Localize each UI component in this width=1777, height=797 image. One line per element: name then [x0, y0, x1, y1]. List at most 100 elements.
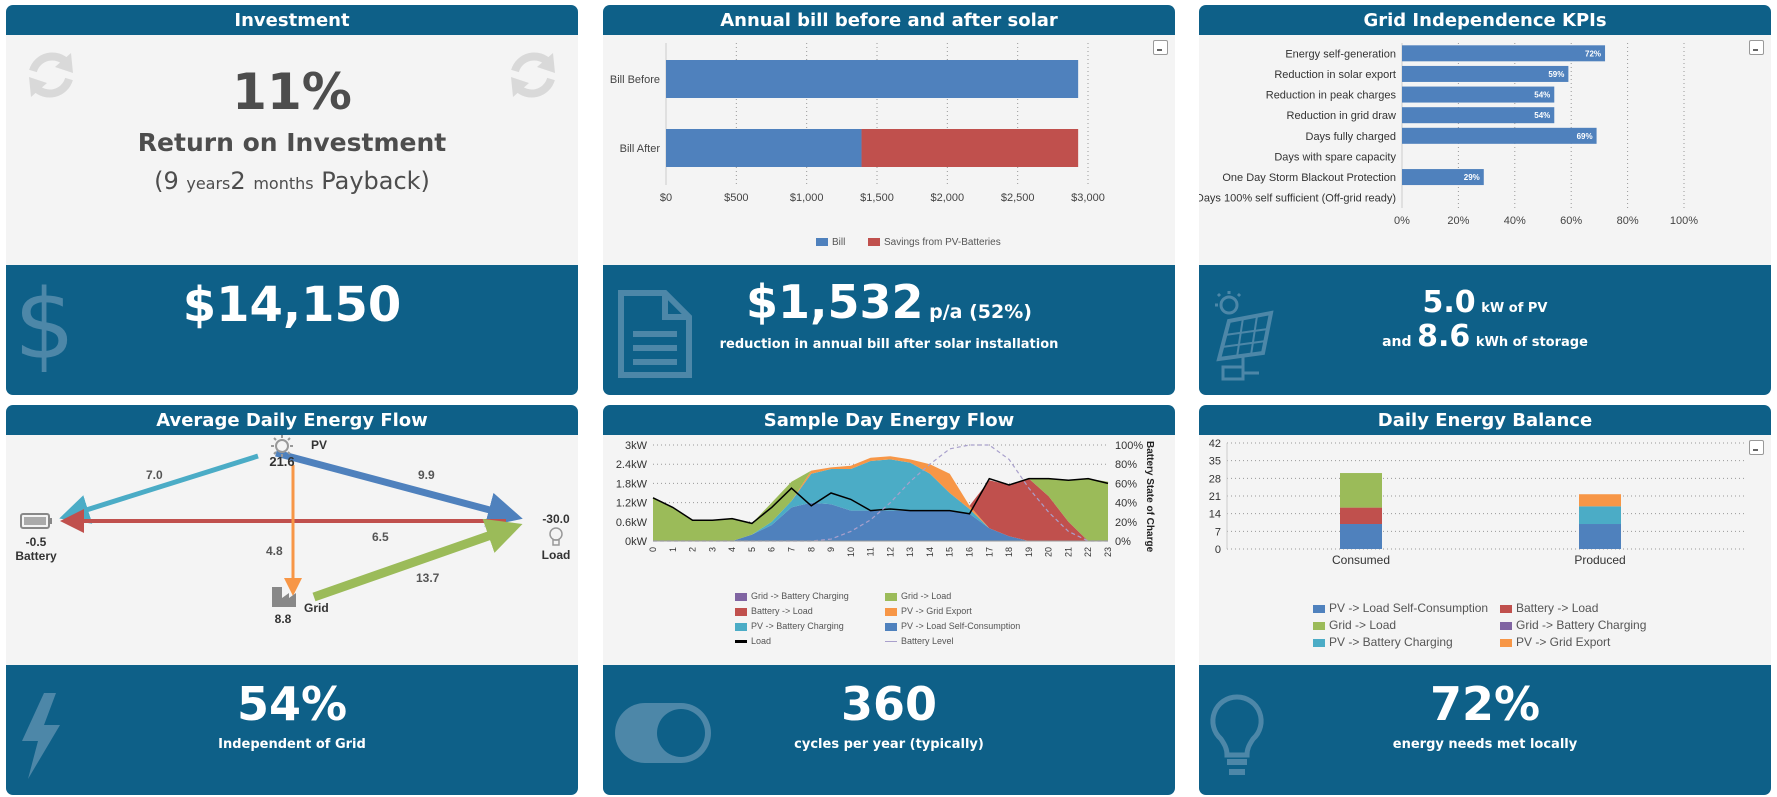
balance-bar[interactable]	[1579, 524, 1621, 549]
kpi-bar[interactable]	[1402, 45, 1606, 62]
legend-grid-battery[interactable]: Grid -> Battery Charging	[735, 591, 849, 601]
legend-battery-level[interactable]: Battery Level	[885, 636, 954, 646]
balance-category-label: Produced	[1574, 553, 1625, 567]
day-ylabel-right: Battery State of Charge	[1144, 441, 1155, 553]
day-xtick-label: 16	[965, 547, 975, 557]
kpi-category-label: One Day Storm Blackout Protection	[1222, 172, 1396, 184]
daily-flow-title: Average Daily Energy Flow	[6, 405, 578, 435]
day-xtick-label: 13	[905, 547, 915, 557]
independence-value: 54%	[236, 677, 348, 731]
day-xtick-label: 8	[806, 547, 816, 552]
day-area-series[interactable]	[653, 456, 1108, 541]
battery-node-label: Battery	[15, 549, 57, 563]
balance-bar[interactable]	[1340, 473, 1382, 508]
bill-xtick-label: $2,500	[1001, 192, 1035, 204]
load-node-value: -30.0	[542, 512, 570, 526]
bill-bar[interactable]	[666, 60, 1079, 98]
kpi-bar-label: 29%	[1464, 173, 1480, 182]
investment-title: Investment	[6, 5, 578, 35]
legend-battery-load[interactable]: Battery -> Load	[735, 606, 813, 616]
legend-pv-grid-export[interactable]: PV -> Grid Export	[885, 606, 972, 616]
flow-grid-load	[312, 518, 523, 602]
sample-day-chart: 0kW 0.6kW 1.2kW 1.8kW 2.4kW 3kW 0% 20% 40% 60% 80%…	[616, 440, 1155, 557]
balance-ytick-label: 42	[1209, 438, 1221, 450]
balance-ytick-label: 35	[1209, 456, 1221, 468]
legend-load[interactable]: Load	[735, 636, 771, 646]
legend-savings[interactable]: Savings from PV-Batteries	[868, 237, 1001, 248]
kpi-bar[interactable]	[1402, 86, 1555, 103]
storage-value: 8.6	[1417, 319, 1471, 354]
storage-and: and	[1382, 334, 1412, 350]
bill-reduction: $1,532 p/a (52%)	[603, 275, 1175, 329]
solar-panel-icon	[1215, 291, 1274, 381]
bill-category-label: Bill After	[620, 143, 661, 155]
legend-pv-grid-export[interactable]: PV -> Grid Export	[1500, 635, 1610, 649]
met-locally-value: 72%	[1429, 677, 1541, 731]
kpi-bar[interactable]	[1402, 127, 1597, 144]
battery-node-value: -0.5	[26, 535, 47, 549]
storage-size: and 8.6 kWh of storage	[1199, 319, 1771, 354]
payback-months-num: 2	[230, 167, 246, 195]
day-ytick-label: 0kW	[625, 536, 648, 548]
day-xtick-label: 18	[1004, 547, 1014, 557]
balance-title: Daily Energy Balance	[1199, 405, 1771, 435]
flow-pv-grid-value: 4.8	[266, 544, 283, 558]
day-xtick-label: 17	[984, 547, 994, 557]
independence-caption: Independent of Grid	[218, 737, 366, 752]
download-icon[interactable]	[1749, 440, 1764, 455]
day-load-line[interactable]	[652, 477, 1109, 525]
day-ytick-label: 1.8kW	[616, 478, 648, 490]
bill-bar[interactable]	[861, 129, 1079, 167]
day-xtick-label: 0	[648, 547, 658, 552]
legend-pv-load[interactable]: PV -> Load Self-Consumption	[885, 621, 1020, 631]
kpi-category-label: Days fully charged	[1306, 131, 1397, 143]
legend-grid-load[interactable]: Grid -> Load	[885, 591, 951, 601]
kpi-bar[interactable]	[1402, 107, 1555, 124]
legend-grid-load[interactable]: Grid -> Load	[1313, 618, 1396, 632]
bill-xtick-label: $3,000	[1071, 192, 1105, 204]
day-ytick-label: 1.2kW	[616, 498, 648, 510]
balance-bar[interactable]	[1579, 494, 1621, 507]
kpi-bar[interactable]	[1402, 169, 1484, 186]
day-xtick-label: 23	[1103, 547, 1113, 557]
legend-grid-battery[interactable]: Grid -> Battery Charging	[1500, 618, 1646, 632]
balance-card: Daily Energy Balance 0 7 14 21 28 35 42 Consume…	[1199, 405, 1771, 795]
day-area-series[interactable]	[653, 502, 1108, 541]
kpi-category-label: Reduction in grid draw	[1287, 110, 1397, 122]
bill-xtick-label: $0	[660, 192, 672, 204]
lightbulb-icon	[549, 527, 563, 546]
payback-open: (9	[154, 167, 179, 195]
payback-close: Payback)	[321, 167, 430, 195]
day-ytick-right-label: 100%	[1115, 440, 1143, 452]
kpi-xtick-label: 40%	[1504, 215, 1526, 227]
day-ytick-label: 2.4kW	[616, 459, 648, 471]
day-area-series[interactable]	[653, 459, 1108, 541]
flow-grid-battery-value: 6.5	[372, 530, 389, 544]
bill-bar[interactable]	[666, 129, 862, 167]
lightning-icon	[22, 693, 60, 779]
legend-pv-battery[interactable]: PV -> Battery Charging	[735, 621, 844, 631]
annual-bill-title: Annual bill before and after solar	[603, 5, 1175, 35]
day-ytick-label: 3kW	[625, 440, 648, 452]
legend-pv-battery[interactable]: PV -> Battery Charging	[1313, 635, 1453, 649]
legend-battery-load[interactable]: Battery -> Load	[1500, 601, 1598, 615]
day-area-series[interactable]	[653, 456, 1108, 541]
bill-xtick-label: $2,000	[931, 192, 965, 204]
legend-bill[interactable]: Bill	[816, 237, 845, 248]
sample-day-card: Sample Day Energy Flow 0kW 0.6kW 1.2kW 1.8k…	[603, 405, 1175, 795]
day-xtick-label: 11	[866, 547, 876, 556]
pv-unit: kW of PV	[1481, 301, 1548, 316]
kpi-bar-label: 54%	[1534, 91, 1550, 100]
day-ytick-right-label: 0%	[1115, 536, 1131, 548]
download-icon[interactable]	[1153, 40, 1168, 55]
balance-bar[interactable]	[1340, 524, 1382, 549]
payback-months-unit: months	[253, 174, 314, 193]
battery-icon	[20, 513, 52, 529]
download-icon[interactable]	[1749, 40, 1764, 55]
balance-bar[interactable]	[1579, 506, 1621, 525]
kpi-bar[interactable]	[1402, 65, 1569, 82]
met-locally-caption: energy needs met locally	[1392, 737, 1578, 752]
flow-pv-load-value: 9.9	[418, 468, 435, 482]
balance-bar[interactable]	[1340, 507, 1382, 525]
legend-pv-load[interactable]: PV -> Load Self-Consumption	[1313, 601, 1488, 615]
